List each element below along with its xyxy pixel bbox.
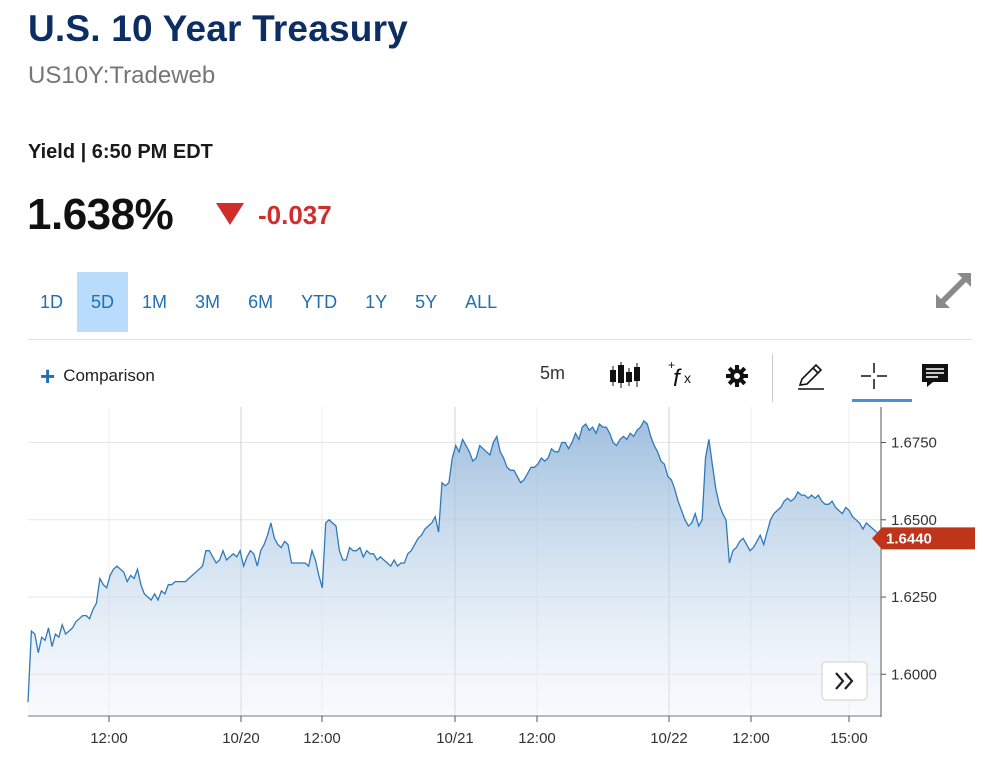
range-tab-1m[interactable]: 1M [142,292,168,312]
svg-text:x: x [684,370,691,386]
comment-icon[interactable] [915,356,955,396]
x-tick-label: 12:00 [732,730,770,747]
x-tick-label: 10/20 [222,730,260,747]
comparison-label: Comparison [63,366,155,385]
range-tab-5d[interactable]: 5D [77,272,129,332]
pencil-icon[interactable] [790,356,830,396]
range-tab-3m[interactable]: 3M [195,292,221,312]
y-tick-label: 1.6500 [891,512,937,529]
x-tick-label: 15:00 [830,730,868,747]
last-value-label: 1.6440 [886,530,932,547]
yield-chart[interactable]: 12:00 10/20 12:00 10/21 12:00 10/22 12:00 15:00… [0,405,983,760]
function-icon[interactable]: + f x [660,356,700,396]
x-tick-label: 10/22 [650,730,688,747]
divider [28,339,973,340]
range-tab-all[interactable]: ALL [465,292,498,312]
chart-area [28,420,880,716]
range-tab-6m[interactable]: 6M [248,292,274,312]
expand-icon[interactable] [932,272,974,312]
crosshair-icon[interactable] [854,356,894,396]
y-tick-label: 1.6000 [891,666,937,683]
x-tick-label: 12:00 [90,730,128,747]
symbol-subtitle: US10Y:Tradeweb [28,62,216,89]
yield-change: -0.037 [258,200,332,230]
chart-canvas[interactable]: 12:00 10/20 12:00 10/21 12:00 10/22 12:00 15:00… [0,405,983,760]
range-tab-1d[interactable]: 1D [40,292,64,312]
candlestick-icon[interactable] [605,356,645,396]
range-tabs: 1D 5D 1M 3M 6M YTD 1Y 5Y ALL [26,272,511,332]
toolbar-divider [772,354,773,402]
double-chevron-right-icon [835,672,854,690]
plus-icon: + [40,361,56,391]
range-tab-5y[interactable]: 5Y [415,292,438,312]
interval-selector[interactable]: 5m [540,363,566,383]
page-title: U.S. 10 Year Treasury [28,8,408,49]
svg-text:f: f [673,365,682,392]
y-tick-label: 1.6250 [891,589,937,606]
active-tool-indicator [852,399,912,402]
svg-text:+: + [668,359,675,372]
gear-icon[interactable] [717,356,757,396]
scroll-forward-button[interactable] [821,661,868,701]
last-value-marker: 1.6440 [872,527,975,550]
range-tab-ytd[interactable]: YTD [301,292,338,312]
range-tab-1y[interactable]: 1Y [365,292,388,312]
series-line [27,419,881,703]
down-arrow-icon [216,203,244,225]
y-tick-label: 1.6750 [891,435,937,452]
x-tick-label: 12:00 [303,730,341,747]
comparison-button[interactable]: + Comparison [40,361,155,391]
current-yield: 1.638% [27,190,174,239]
x-tick-label: 10/21 [436,730,474,747]
x-tick-label: 12:00 [518,730,556,747]
yield-timestamp: Yield | 6:50 PM EDT [28,141,213,163]
